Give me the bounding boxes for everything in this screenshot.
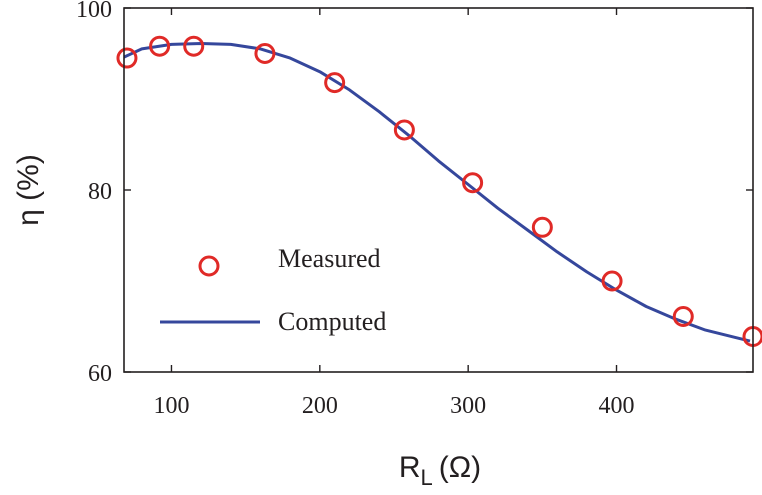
x-axis-label-unit: (Ω) — [439, 451, 481, 484]
y-tick-label-80: 80 — [88, 179, 112, 205]
measured-point-2 — [183, 35, 205, 57]
x-axis-label-main: R — [399, 451, 421, 484]
x-tick-label-300: 300 — [450, 393, 486, 419]
measured-point-4 — [324, 72, 346, 94]
plot-area — [116, 35, 762, 348]
measured-point-9 — [672, 305, 694, 327]
measured-point-5 — [393, 119, 415, 141]
measured-point-1 — [149, 35, 171, 57]
x-tick-label-200: 200 — [302, 393, 338, 419]
x-axis-label-subscript: L — [421, 465, 433, 490]
legend-measured-label: Measured — [278, 244, 381, 273]
measured-point-3 — [254, 43, 276, 64]
x-tick-label-400: 400 — [599, 393, 635, 419]
measured-point-0 — [116, 47, 138, 69]
y-tick-label-60: 60 — [88, 361, 112, 387]
measured-point-8 — [601, 270, 623, 292]
legend: Measured Computed — [160, 244, 386, 336]
x-axis-label: RL (Ω) — [399, 451, 481, 490]
legend-computed-label: Computed — [278, 307, 386, 336]
measured-point-6 — [462, 172, 484, 194]
x-tick-label-100: 100 — [153, 393, 189, 419]
measured-point-7 — [531, 216, 553, 238]
plot-frame — [123, 7, 754, 373]
y-axis-label: η (%) — [12, 154, 45, 226]
y-tick-label-100: 100 — [76, 0, 112, 23]
axes: 100 200 300 400 60 80 100 RL (Ω) η (%) — [12, 0, 754, 490]
legend-measured-marker — [198, 255, 220, 277]
computed-series-line — [123, 42, 751, 343]
